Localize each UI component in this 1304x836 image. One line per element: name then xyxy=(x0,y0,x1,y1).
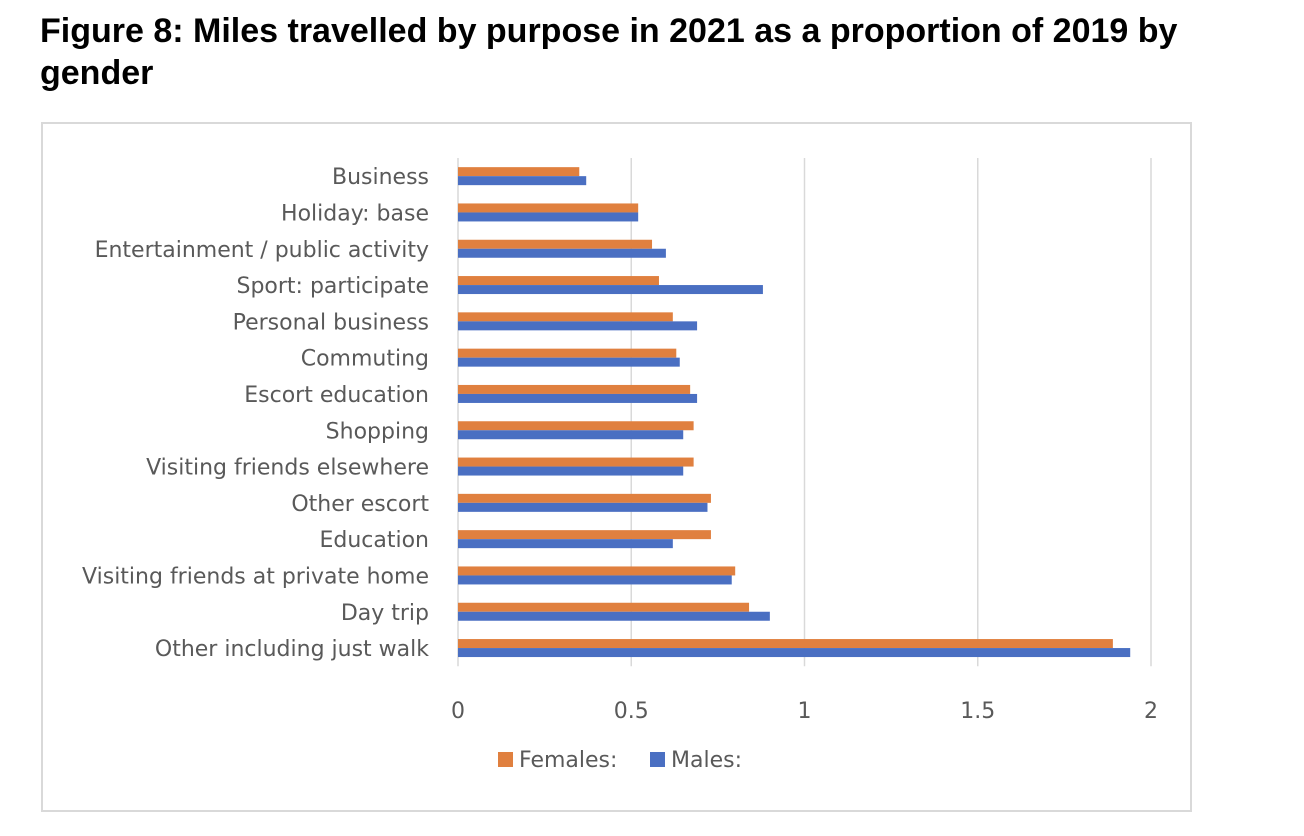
bar-males-1 xyxy=(458,212,639,222)
category-labels: Business Holiday: base Entertainment / pub… xyxy=(82,165,429,662)
bar-females-4 xyxy=(458,312,673,322)
bar-females-5 xyxy=(458,348,677,358)
category-label: Other escort xyxy=(291,492,429,517)
category-label: Commuting xyxy=(301,347,429,372)
bar-females-0 xyxy=(458,167,580,177)
bar-males-6 xyxy=(458,393,698,403)
bar-males-4 xyxy=(458,321,698,331)
chart-frame: Business Holiday: base Entertainment / pub… xyxy=(41,122,1192,812)
bar-males-5 xyxy=(458,357,680,367)
bar-females-13 xyxy=(458,639,1113,649)
category-label: Entertainment / public activity xyxy=(95,238,429,263)
legend-swatch-females xyxy=(498,752,513,767)
bar-males-9 xyxy=(458,502,708,512)
bar-females-2 xyxy=(458,239,653,249)
bar-chart: Business Holiday: base Entertainment / pub… xyxy=(82,158,1158,773)
x-tick-labels: 0 0.5 1 1.5 2 xyxy=(451,699,1158,724)
bar-females-8 xyxy=(458,457,694,467)
bar-males-10 xyxy=(458,539,673,549)
bars xyxy=(458,167,1131,658)
legend: Females: Males: xyxy=(498,748,742,773)
x-tick-label: 2 xyxy=(1144,699,1158,724)
bar-females-9 xyxy=(458,493,711,503)
category-label: Shopping xyxy=(326,419,429,444)
x-tick-label: 1 xyxy=(798,699,812,724)
bar-females-10 xyxy=(458,530,711,540)
bar-females-1 xyxy=(458,203,639,213)
category-label: Education xyxy=(319,528,429,553)
legend-label-females: Females: xyxy=(519,748,617,773)
category-label: Other including just walk xyxy=(155,637,429,662)
gridlines xyxy=(457,158,1152,667)
category-label: Visiting friends elsewhere xyxy=(146,456,429,481)
bar-males-11 xyxy=(458,575,732,585)
bar-females-12 xyxy=(458,602,750,612)
bar-females-6 xyxy=(458,384,691,394)
bar-females-11 xyxy=(458,566,736,576)
category-label: Personal business xyxy=(233,310,429,335)
figure-title: Figure 8: Miles travelled by purpose in … xyxy=(40,12,1178,92)
category-label: Visiting friends at private home xyxy=(82,564,429,589)
bar-males-12 xyxy=(458,611,770,621)
bar-males-13 xyxy=(458,648,1131,658)
bar-males-8 xyxy=(458,466,684,476)
bar-females-7 xyxy=(458,421,694,431)
category-label: Day trip xyxy=(341,601,429,626)
legend-label-males: Males: xyxy=(671,748,742,773)
category-label: Sport: participate xyxy=(236,274,429,299)
bar-males-7 xyxy=(458,430,684,440)
category-label: Business xyxy=(332,165,429,190)
x-tick-label: 1.5 xyxy=(960,699,995,724)
x-tick-label: 0 xyxy=(451,699,465,724)
bar-females-3 xyxy=(458,276,659,286)
x-tick-label: 0.5 xyxy=(614,699,649,724)
bar-males-2 xyxy=(458,248,666,258)
category-label: Holiday: base xyxy=(281,201,429,226)
legend-swatch-males xyxy=(650,752,665,767)
bar-males-3 xyxy=(458,285,763,295)
bar-males-0 xyxy=(458,176,587,186)
category-label: Escort education xyxy=(244,383,429,408)
